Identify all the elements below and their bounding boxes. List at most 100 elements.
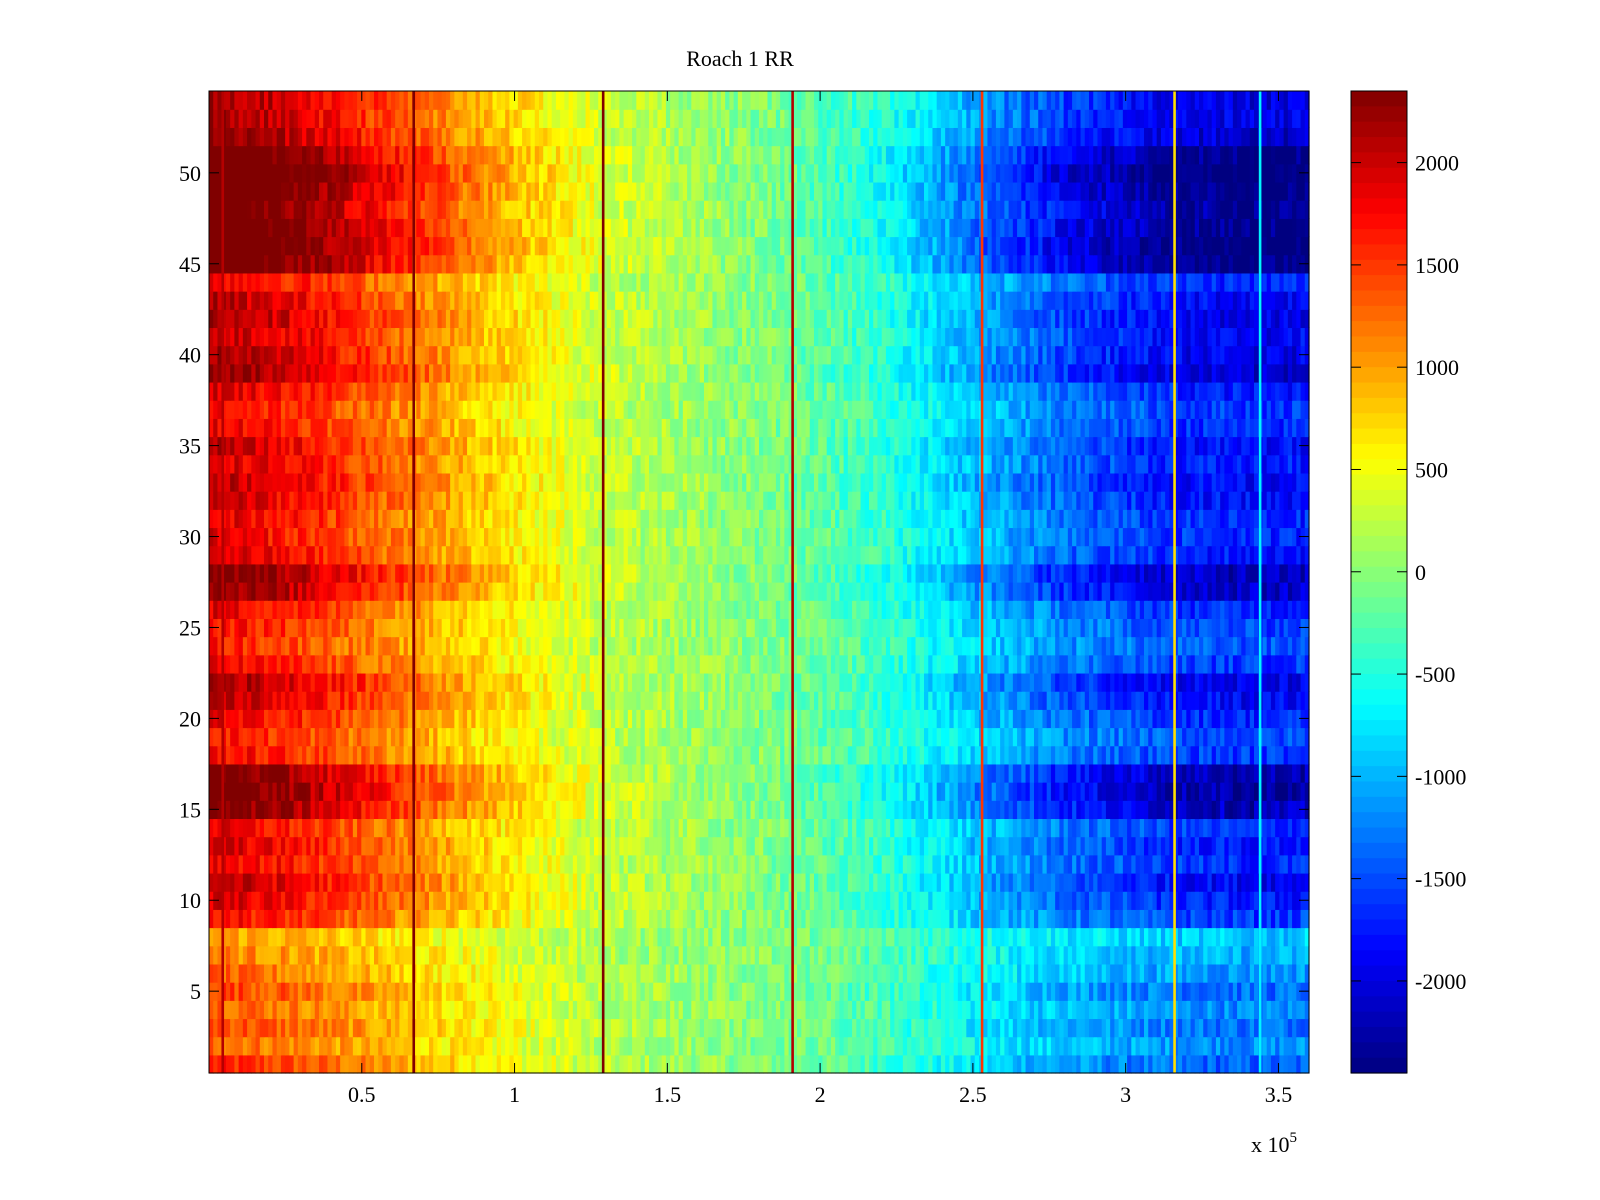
- heatmap-cell: [251, 745, 257, 765]
- heatmap-cell: [416, 1036, 422, 1056]
- heatmap-cell: [864, 891, 870, 910]
- heatmap-cell: [775, 818, 781, 838]
- heatmap-cell: [1249, 891, 1255, 910]
- heatmap-cell: [306, 727, 312, 747]
- heatmap-cell: [809, 982, 815, 1001]
- heatmap-cell: [966, 836, 972, 856]
- heatmap-cell: [517, 836, 523, 856]
- heatmap-cell: [847, 745, 853, 765]
- heatmap-cell: [902, 836, 908, 856]
- heatmap-cell: [509, 745, 515, 765]
- heatmap-cell: [653, 872, 659, 892]
- heatmap-cell: [1292, 982, 1297, 1001]
- heatmap-cell: [653, 1018, 659, 1038]
- heatmap-cell: [826, 927, 832, 947]
- heatmap-cell: [264, 909, 269, 929]
- heatmap-cell: [213, 963, 219, 983]
- heatmap-cell: [251, 927, 257, 947]
- heatmap-cell: [1270, 963, 1276, 983]
- heatmap-cell: [327, 1054, 333, 1074]
- heatmap-cell: [1034, 872, 1039, 892]
- heatmap-cell: [746, 945, 752, 965]
- heatmap-cell: [945, 872, 950, 892]
- heatmap-cell: [1220, 963, 1225, 983]
- heatmap-cell: [856, 872, 862, 892]
- heatmap-cell: [323, 709, 329, 729]
- heatmap-cell: [1304, 727, 1310, 747]
- heatmap-cell: [830, 727, 836, 747]
- heatmap-cell: [649, 1036, 654, 1056]
- heatmap-cell: [462, 891, 468, 910]
- heatmap-cell: [1021, 745, 1027, 765]
- heatmap-cell: [217, 1054, 223, 1074]
- heatmap-cell: [797, 1018, 802, 1038]
- heatmap-cell: [513, 963, 519, 983]
- heatmap-cell: [1097, 891, 1103, 910]
- heatmap-cell: [475, 782, 481, 801]
- heatmap-cell: [555, 763, 561, 783]
- heatmap-cell: [957, 782, 963, 801]
- heatmap-cell: [272, 963, 278, 983]
- heatmap-cell: [251, 800, 257, 820]
- heatmap-cell: [632, 836, 637, 856]
- heatmap-cell: [687, 891, 692, 910]
- heatmap-cell: [424, 945, 430, 965]
- heatmap-cell: [314, 763, 320, 783]
- heatmap-cell: [919, 945, 925, 965]
- heatmap-cell: [1063, 872, 1069, 892]
- heatmap-cell: [302, 745, 307, 765]
- heatmap-cell: [885, 963, 891, 983]
- heatmap-cell: [797, 927, 802, 947]
- heatmap-cell: [276, 1018, 282, 1038]
- heatmap-cell: [390, 945, 396, 965]
- heatmap-cell: [594, 745, 599, 765]
- heatmap-cell: [1199, 982, 1204, 1001]
- heatmap-cell: [365, 1000, 371, 1020]
- heatmap-cell: [1012, 909, 1018, 929]
- heatmap-cell: [1292, 854, 1297, 874]
- heatmap-cell: [657, 818, 663, 838]
- heatmap-cell: [1177, 1054, 1183, 1074]
- heatmap-cell: [344, 927, 350, 947]
- heatmap-cell: [1059, 872, 1065, 892]
- heatmap-cell: [602, 727, 608, 747]
- heatmap-cell: [454, 1000, 460, 1020]
- heatmap-cell: [522, 909, 527, 929]
- heatmap-cell: [1063, 945, 1069, 965]
- heatmap-cell: [522, 818, 527, 838]
- heatmap-cell: [395, 1054, 400, 1074]
- heatmap-cell: [407, 1054, 413, 1074]
- heatmap-cell: [699, 945, 705, 965]
- heatmap-cell: [1127, 891, 1132, 910]
- heatmap-cell: [209, 818, 214, 838]
- heatmap-cell: [619, 945, 625, 965]
- heatmap-cell: [568, 945, 574, 965]
- heatmap-cell: [962, 945, 967, 965]
- heatmap-cell: [720, 1018, 726, 1038]
- heatmap-cell: [907, 1018, 912, 1038]
- heatmap-cell: [1160, 854, 1166, 874]
- heatmap-cell: [462, 1018, 468, 1038]
- heatmap-cell: [539, 927, 544, 947]
- heatmap-cell: [746, 982, 752, 1001]
- heatmap-cell: [1050, 727, 1056, 747]
- heatmap-cell: [1110, 818, 1115, 838]
- heatmap-cell: [733, 982, 739, 1001]
- heatmap-cell: [983, 1036, 989, 1056]
- heatmap-cell: [1232, 909, 1238, 929]
- heatmap-cell: [471, 1000, 477, 1020]
- heatmap-cell: [1215, 891, 1221, 910]
- heatmap-cell: [420, 763, 426, 783]
- heatmap-cell: [454, 927, 460, 947]
- heatmap-cell: [340, 1036, 345, 1056]
- heatmap-cell: [1144, 1018, 1149, 1038]
- heatmap-cell: [995, 818, 1001, 838]
- heatmap-cell: [221, 818, 227, 838]
- heatmap-cell: [1046, 909, 1052, 929]
- heatmap-cell: [1008, 763, 1014, 783]
- heatmap-cell: [522, 1000, 527, 1020]
- heatmap-cell: [285, 1054, 290, 1074]
- heatmap-cell: [1046, 945, 1052, 965]
- heatmap-cell: [699, 872, 705, 892]
- heatmap-cell: [1220, 891, 1225, 910]
